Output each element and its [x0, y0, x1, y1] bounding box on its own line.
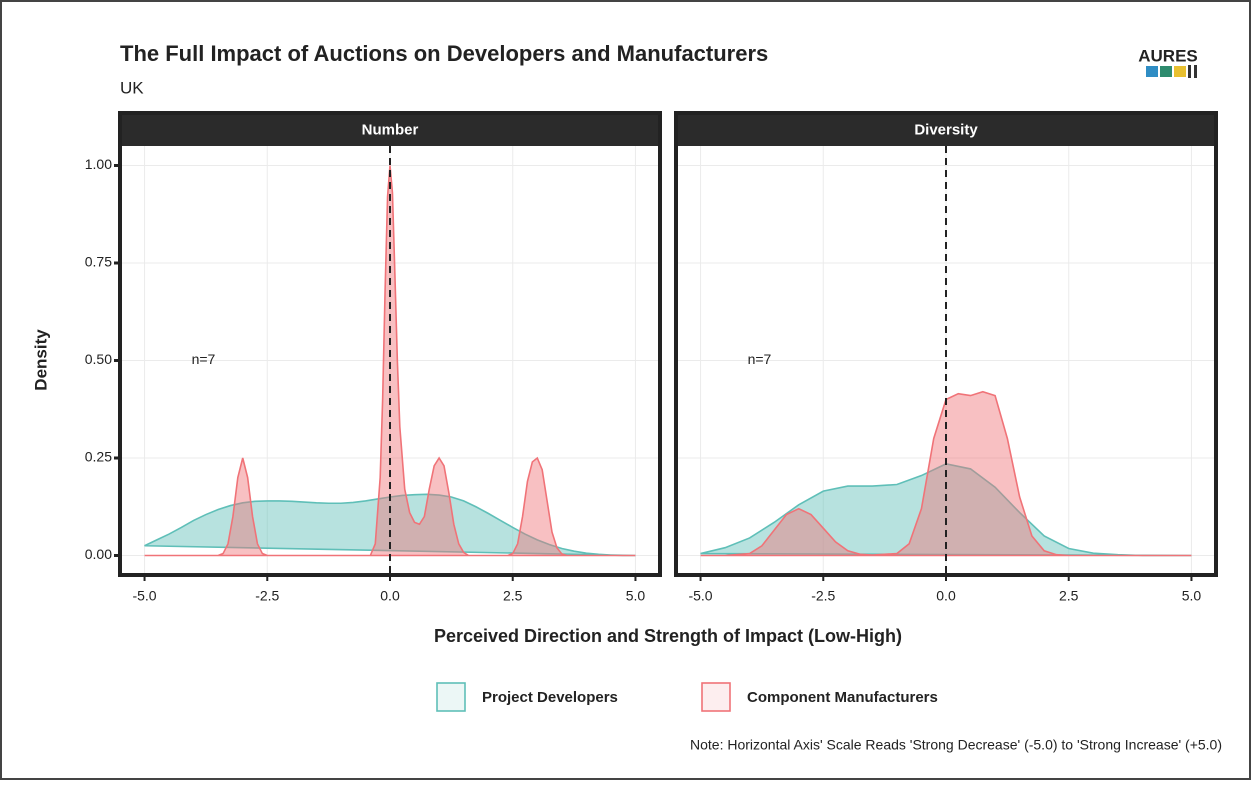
x-tick-label: 5.0 — [626, 588, 646, 604]
annotation: n=7 — [192, 351, 216, 367]
panel-title: Diversity — [914, 121, 978, 138]
logo-square — [1160, 66, 1172, 77]
x-tick-label: 2.5 — [503, 588, 523, 604]
y-tick-label: 1.00 — [85, 156, 112, 172]
x-axis-label: Perceived Direction and Strength of Impa… — [434, 626, 902, 646]
note: Note: Horizontal Axis' Scale Reads 'Stro… — [690, 737, 1222, 753]
x-tick-label: 0.0 — [380, 588, 400, 604]
logo-bar — [1194, 65, 1197, 78]
panel: Number n=7 -5.0 -2.5 0.0 2.5 5.0 0.00 0.25 0.50 0.… — [85, 111, 662, 604]
x-tick-label: -2.5 — [255, 588, 279, 604]
logo-bar — [1188, 65, 1191, 78]
logo-text: AURES — [1138, 46, 1198, 65]
y-axis-label: Density — [31, 329, 50, 391]
x-tick-label: -2.5 — [811, 588, 835, 604]
legend-swatch — [436, 682, 466, 712]
x-tick-label: 0.0 — [936, 588, 956, 604]
chart-subtitle: UK — [120, 78, 144, 97]
legend-label: Project Developers — [482, 689, 618, 706]
x-tick-label: 5.0 — [1182, 588, 1202, 604]
strip — [120, 113, 660, 146]
density-area — [144, 165, 636, 557]
strip — [676, 113, 1216, 146]
annotation: n=7 — [748, 351, 772, 367]
logo: AURES — [1138, 46, 1198, 78]
logo-square — [1174, 66, 1186, 77]
x-tick-label: 2.5 — [1059, 588, 1079, 604]
panel: Diversity n=7 -5.0 -2.5 0.0 2.5 5.0 — [674, 111, 1218, 604]
panel-title: Number — [362, 121, 419, 138]
y-tick-label: 0.00 — [85, 546, 112, 562]
y-tick-label: 0.25 — [85, 449, 112, 465]
logo-square — [1146, 66, 1158, 77]
x-tick-label: -5.0 — [688, 588, 712, 604]
chart-title: The Full Impact of Auctions on Developer… — [120, 41, 768, 66]
legend-swatch — [701, 682, 731, 712]
y-tick-label: 0.50 — [85, 351, 112, 367]
x-tick-label: -5.0 — [132, 588, 156, 604]
legend-label: Component Manufacturers — [747, 689, 938, 706]
y-tick-label: 0.75 — [85, 254, 112, 270]
